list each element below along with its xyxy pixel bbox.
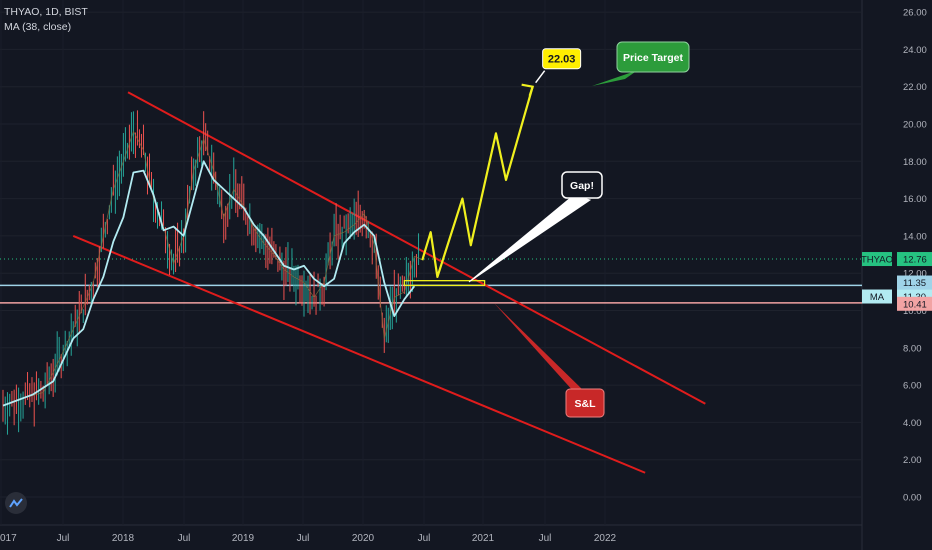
target-badge-pointer xyxy=(535,70,546,84)
gap-label: Gap! xyxy=(570,180,594,192)
y-tick-label: 6.00 xyxy=(903,381,922,392)
y-tick-label: 2.00 xyxy=(903,455,922,466)
x-tick-label: Jul xyxy=(178,533,191,544)
support-upper-value-bg xyxy=(897,275,932,290)
price-series xyxy=(2,110,421,435)
x-tick-label: Jul xyxy=(539,533,552,544)
last-price-value-bg xyxy=(897,252,932,267)
support-lower-value: 10.41 xyxy=(903,299,927,310)
gap-callout: Gap! xyxy=(468,171,603,283)
x-axis-ticks: 017 Jul 2018 Jul 2019 Jul 2020 Jul 2021 Jul 2022 xyxy=(0,533,617,544)
sl-label: S&L xyxy=(575,398,597,410)
support-upper-value: 11.35 xyxy=(903,278,926,289)
ma-line xyxy=(2,160,416,407)
plot-area xyxy=(0,0,862,525)
price-target-callout: Price Target xyxy=(592,41,690,86)
price-axis-panel xyxy=(862,0,932,550)
x-tick-label: 2019 xyxy=(232,533,255,544)
x-tick-label: 017 xyxy=(0,533,17,544)
x-tick-label: 2020 xyxy=(352,533,375,544)
y-tick-label: 22.00 xyxy=(903,82,927,93)
symbol-legend: THYAO, 1D, BIST xyxy=(4,6,88,18)
support-lower-value-bg xyxy=(897,296,932,311)
y-tick-label: 0.00 xyxy=(903,493,922,504)
y-tick-label: 4.00 xyxy=(903,418,922,429)
projection-path xyxy=(421,86,534,279)
last-price-name: THYAO xyxy=(861,255,893,266)
x-tick-label: 2022 xyxy=(594,533,617,544)
tradingview-logo-icon[interactable] xyxy=(5,492,27,514)
projection-arrowhead xyxy=(521,83,535,97)
sl-pointer xyxy=(494,303,585,392)
y-tick-label: 18.00 xyxy=(903,157,927,168)
price-target-pointer xyxy=(592,70,638,86)
last-price-name-bg xyxy=(862,252,892,267)
target-badge-label: 22.03 xyxy=(548,54,576,66)
last-price-value: 12.76 xyxy=(903,255,927,266)
y-tick-label: 8.00 xyxy=(903,343,922,354)
y-axis-ticks: 0.00 2.00 4.00 6.00 8.00 10.00 12.00 14.00 16.00… xyxy=(0,8,927,504)
y-tick-label: 10.00 xyxy=(903,306,927,317)
y-tick-label: 16.00 xyxy=(903,194,927,205)
target-badge-box xyxy=(542,48,582,70)
gap-box-bubble xyxy=(561,171,603,199)
sl-callout: S&L xyxy=(494,303,605,418)
channel-upper-line xyxy=(127,91,706,405)
y-tick-label: 26.00 xyxy=(903,8,927,19)
y-tick-label: 24.00 xyxy=(903,45,927,56)
y-tick-label: 14.00 xyxy=(903,231,927,242)
x-tick-label: 2021 xyxy=(472,533,495,544)
price-line xyxy=(2,130,421,406)
target-badge: 22.03 xyxy=(535,48,582,84)
channel-lower-line xyxy=(72,234,646,474)
sl-box xyxy=(565,388,605,418)
ma-name: MA xyxy=(870,292,885,303)
price-target-label: Price Target xyxy=(623,52,683,64)
y-tick-label: 20.00 xyxy=(903,120,927,131)
gap-box xyxy=(403,280,486,287)
x-tick-label: 2018 xyxy=(112,533,135,544)
x-tick-label: Jul xyxy=(57,533,70,544)
x-tick-label: Jul xyxy=(418,533,431,544)
ma-name-bg xyxy=(862,289,892,304)
y-tick-label: 12.00 xyxy=(903,269,927,280)
price-target-box xyxy=(616,41,690,73)
indicator-legend: MA (38, close) xyxy=(4,21,72,33)
x-tick-label: Jul xyxy=(297,533,310,544)
